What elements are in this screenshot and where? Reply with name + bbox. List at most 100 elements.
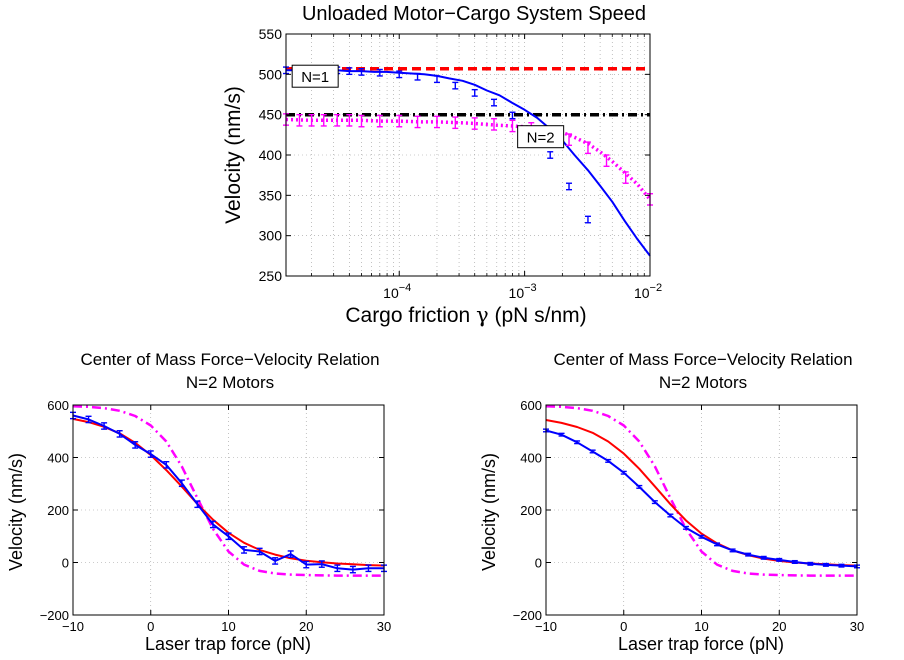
chart-bottom-right-series-2-errorbar — [605, 458, 612, 463]
chart-bottom-left-series-2-errorbar — [349, 565, 356, 574]
chart-bottom-left-xtick-label: 0 — [147, 619, 154, 634]
chart-bottom-right-xtick-label: 30 — [850, 619, 864, 634]
chart-bottom-left-series-2-errorbar — [334, 564, 341, 573]
chart-bottom-left-ytick-label: 400 — [47, 451, 69, 466]
chart-top-series-3-errorbar — [376, 114, 383, 128]
chart-bottom-left-series-2-errorbar — [225, 532, 232, 541]
chart-top-series-2-errorbar — [376, 68, 383, 77]
chart-top-series-3-errorbar — [320, 113, 327, 127]
svg-text:N=2: N=2 — [527, 130, 555, 147]
chart-top-series-3-errorbar — [509, 119, 516, 133]
chart-top-series-2-errorbar — [396, 70, 403, 79]
chart-bottom-left-xlabel: Laser trap force (pN) — [145, 634, 311, 654]
chart-top-series — [283, 66, 653, 257]
chart-bottom-left-subtitle: N=2 Motors — [186, 373, 274, 392]
chart-bottom-left-series-2-errorbar — [85, 415, 92, 424]
chart-bottom-left-ytick-label: −200 — [40, 608, 69, 623]
chart-bottom-left-xtick-label: 10 — [221, 619, 235, 634]
chart-top-series-3 — [283, 113, 653, 206]
chart-bottom-right-series-2-errorbar — [558, 432, 565, 437]
chart-bottom-left-series-2-errorbar — [303, 560, 310, 569]
chart-top-series-3-errorbar — [414, 115, 421, 129]
chart-bottom-right-ytick-label: 400 — [520, 451, 542, 466]
chart-bottom-left-series-2-errorbar — [272, 557, 279, 565]
chart-bottom-left-xtick-label: 30 — [377, 619, 391, 634]
chart-top-series-2-errorbar — [358, 67, 365, 76]
chart-top-series-3-errorbar — [603, 154, 610, 167]
chart-bottom-right-series-2-errorbar — [589, 449, 596, 454]
chart-top-series-3-errorbar — [358, 114, 365, 128]
chart-top-series-2-errorbar — [452, 81, 459, 90]
chart-top-series-3-errorbar — [433, 115, 440, 129]
chart-top-series-3-errorbar — [346, 113, 353, 127]
chart-bottom-right-xlabel: Laser trap force (pN) — [618, 634, 784, 654]
chart-bottom-left-ytick-label: 600 — [47, 398, 69, 413]
chart-top-annotation-1: N=2 — [517, 125, 565, 149]
chart-bottom-right-xtick-label: 10 — [694, 619, 708, 634]
chart-bottom-left-series-2-errorbar — [132, 441, 139, 449]
chart-top-ytick-label: 450 — [259, 107, 283, 123]
chart-top-ticks: 250 300 350 400 450 500 550 10−4 10−3 10−2 — [259, 26, 662, 301]
chart-bottom-left-series-0 — [72, 405, 384, 577]
chart-top-series-2-errorbar — [547, 151, 554, 159]
chart-top-xlabel-pre: Cargo friction — [345, 304, 476, 327]
chart-top-ylabel: Velocity (nm/s) — [222, 86, 245, 224]
chart-top-ytick-label: 400 — [259, 147, 283, 163]
chart-top-series-3-errorbar — [334, 113, 341, 127]
chart-bottom-right-xtick-label: −10 — [535, 619, 557, 634]
chart-top-xlabel-post: (pN s/nm) — [489, 304, 587, 327]
chart-bottom-right-series-0-line — [545, 405, 857, 577]
chart-bottom-right: Center of Mass Force−Velocity Relation N… — [479, 350, 864, 654]
chart-top-series-3-errorbar — [622, 171, 629, 184]
chart-bottom-right-series-2-errorbar — [667, 513, 674, 518]
chart-bottom-right-series-2-errorbar — [760, 555, 767, 560]
chart-bottom-right-ticks: −200 0 200 400 600 −10 0 10 20 30 — [513, 398, 865, 634]
chart-top-ytick-label: 350 — [259, 187, 283, 203]
chart-bottom-left-xtick-label: −10 — [62, 619, 84, 634]
chart-bottom-right-series-2-errorbar — [574, 440, 581, 445]
chart-top-series-2-errorbar — [414, 72, 421, 81]
chart-top-series-3-errorbar — [452, 116, 459, 130]
chart-bottom-right-series-2-errorbar — [791, 559, 798, 564]
chart-bottom-right-series-2-errorbar — [620, 470, 627, 475]
chart-bottom-right-ytick-label: 0 — [535, 556, 542, 571]
chart-top-series-3-errorbar — [471, 117, 478, 130]
chart-bottom-right-grid — [546, 405, 857, 615]
chart-top-series-2-errorbar — [491, 98, 498, 107]
chart-top-annotations: N=1 N=2 — [291, 64, 565, 149]
chart-bottom-left-series-0-line — [72, 405, 384, 577]
chart-bottom-left-series-2-errorbar — [318, 560, 325, 568]
chart-bottom-right-ytick-label: 200 — [520, 503, 542, 518]
chart-bottom-left-series-2-errorbar — [101, 422, 108, 430]
chart-top-ytick-label: 250 — [259, 268, 283, 284]
chart-bottom-right-ytick-label: −200 — [513, 608, 542, 623]
chart-bottom-left-ytick-label: 0 — [62, 556, 69, 571]
chart-bottom-left-grid — [73, 405, 384, 615]
chart-top-xlabel-symbol: γ — [476, 303, 489, 327]
chart-bottom-right-series-2-errorbar — [651, 500, 658, 505]
chart-bottom-left-xtick-label: 20 — [299, 619, 313, 634]
chart-bottom-left-ticks: −200 0 200 400 600 −10 0 10 20 30 — [40, 398, 392, 634]
chart-top-series-2-line — [286, 69, 651, 257]
chart-bottom-left-series-2-errorbar — [178, 479, 185, 488]
chart-top-xtick-label: 10−2 — [634, 282, 662, 301]
chart-top-ytick-label: 550 — [259, 26, 283, 42]
chart-bottom-left-series-2-errorbar — [147, 450, 154, 458]
chart-bottom-right-series-2-errorbar — [682, 525, 689, 530]
chart-top-ytick-label: 300 — [259, 228, 283, 244]
chart-bottom-right-title: Center of Mass Force−Velocity Relation — [553, 350, 852, 369]
chart-top-title: Unloaded Motor−Cargo System Speed — [302, 3, 646, 25]
chart-bottom-right-series-2-errorbar — [636, 484, 643, 489]
chart-top-series-2-errorbar — [509, 111, 516, 120]
chart-top-series-2-errorbar — [346, 67, 353, 76]
chart-bottom-right-series-2-errorbar — [745, 552, 752, 557]
chart-bottom-left-series-2-errorbar — [116, 430, 123, 438]
chart-top-series-3-errorbar — [566, 133, 573, 147]
chart-top-series-3-errorbar — [584, 141, 591, 155]
chart-bottom-right-ylabel: Velocity (nm/s) — [479, 453, 499, 571]
chart-bottom-left-series-2-errorbar — [194, 500, 201, 509]
chart-bottom-right-series-2-errorbar — [807, 561, 814, 566]
chart-top-series-3-errorbar — [296, 113, 303, 127]
chart-bottom-right-xtick-label: 0 — [620, 619, 627, 634]
